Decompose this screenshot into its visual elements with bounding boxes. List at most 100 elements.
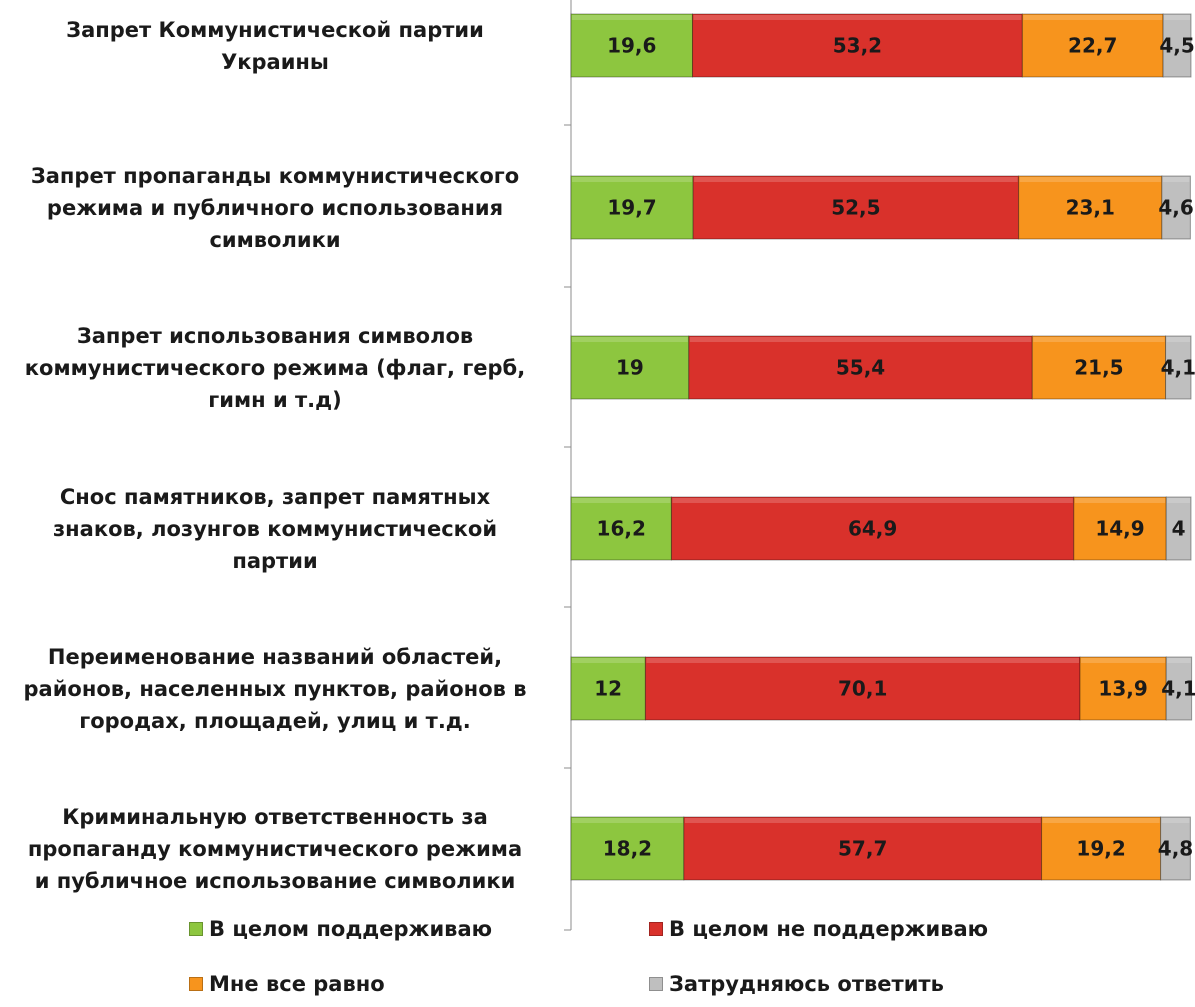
bar-segment <box>570 175 694 240</box>
bar-segment <box>1162 13 1192 78</box>
category-label-line: Переименование названий областей, <box>47 644 503 669</box>
category-label-line: знаков, лозунгов коммунистической <box>52 516 498 541</box>
bar-highlight <box>1074 498 1166 503</box>
bar-highlight <box>1019 177 1161 182</box>
bar-highlight <box>1042 818 1160 823</box>
data-label: 12 <box>594 677 622 701</box>
category-label: Запрет пропаганды коммунистического режим… <box>0 160 550 256</box>
bar-highlight <box>646 658 1080 663</box>
data-labels: 19,6 53,2 22,7 4,5 19,7 52,5 23,1 4,6 19 55,4 21,5… <box>594 34 1195 861</box>
bar-highlight <box>572 498 671 503</box>
data-label: 23,1 <box>1066 196 1115 220</box>
legend-swatch-support <box>189 922 203 936</box>
category-label-line: Запрет пропаганды коммунистического <box>30 163 520 188</box>
data-label: 52,5 <box>831 196 880 220</box>
bar-highlight <box>572 658 645 663</box>
category-label-line: городах, площадей, улиц и т.д. <box>79 708 471 733</box>
bar-highlight <box>684 818 1041 823</box>
legend-item-undecided: Затрудняюсь ответить <box>649 972 944 996</box>
bar-segment <box>1073 496 1167 561</box>
bar-highlight <box>1167 498 1190 503</box>
bar-highlight <box>572 818 683 823</box>
bar-highlight <box>1081 658 1166 663</box>
legend-item-oppose: В целом не поддерживаю <box>649 917 988 941</box>
legend-label-undecided: Затрудняюсь ответить <box>669 972 944 996</box>
legend-item-support: В целом поддерживаю <box>189 917 492 941</box>
data-label: 13,9 <box>1098 677 1147 701</box>
legend-item-indifferent: Мне все равно <box>189 972 385 996</box>
category-label-line: символики <box>209 227 341 252</box>
category-label-line: пропаганду коммунистического режима <box>27 836 523 861</box>
legend-swatch-undecided <box>649 977 663 991</box>
bar-highlight <box>572 15 692 20</box>
legend-label-indifferent: Мне все равно <box>209 972 385 996</box>
bar-segment <box>692 175 1020 240</box>
bar-segment <box>1041 816 1162 881</box>
legend-swatch-oppose <box>649 922 663 936</box>
data-label: 53,2 <box>833 34 882 58</box>
category-label-line: режима и публичного использования <box>46 195 504 220</box>
bar-segment <box>1021 13 1164 78</box>
bar-highlight <box>1164 15 1190 20</box>
bar-segment <box>570 656 646 721</box>
data-label: 21,5 <box>1074 356 1123 380</box>
data-label: 4,1 <box>1161 677 1195 701</box>
bar-segment <box>570 335 690 400</box>
bar-segment <box>688 335 1033 400</box>
bar-highlight <box>693 15 1022 20</box>
category-label-line: партии <box>232 548 318 573</box>
data-label: 57,7 <box>838 837 887 861</box>
bar-segment <box>1165 496 1192 561</box>
category-label-line: Запрет Коммунистической партии <box>66 17 484 42</box>
bar-highlight <box>694 177 1018 182</box>
category-label-line: Криминальную ответственность за <box>62 804 488 829</box>
bar-highlight <box>689 337 1032 342</box>
data-label: 64,9 <box>848 517 897 541</box>
bar-segment <box>670 496 1075 561</box>
data-label: 4,5 <box>1159 34 1194 58</box>
bar-segment <box>570 816 685 881</box>
data-label: 4,1 <box>1161 356 1195 380</box>
bar-highlight <box>1166 337 1190 342</box>
bar-highlight <box>1167 658 1191 663</box>
bar-highlight <box>1162 177 1190 182</box>
data-label: 19,2 <box>1076 837 1125 861</box>
bar-highlight <box>1161 818 1190 823</box>
data-label: 19,6 <box>607 34 656 58</box>
bar-highlight <box>572 337 688 342</box>
category-label: Запрет Коммунистической партии Украины <box>0 14 550 78</box>
bar-highlight <box>1023 15 1163 20</box>
category-label: Запрет использования символов коммунистич… <box>0 320 550 416</box>
bar-segment <box>1160 816 1191 881</box>
data-label: 4,8 <box>1158 837 1193 861</box>
category-label-line: гимн и т.д) <box>208 387 342 412</box>
bar-highlight <box>572 177 693 182</box>
bar-segment <box>1018 175 1163 240</box>
data-label: 16,2 <box>597 517 646 541</box>
category-label-line: районов, населенных пунктов, районов в <box>23 676 527 701</box>
bar-segment <box>1165 335 1192 400</box>
data-label: 19 <box>616 356 644 380</box>
bar-segment <box>683 816 1043 881</box>
axis <box>564 0 572 931</box>
data-label: 55,4 <box>836 356 885 380</box>
bar-segment <box>1165 656 1193 721</box>
category-label-line: Снос памятников, запрет памятных <box>59 484 491 509</box>
category-label-line: и публичное использование символики <box>34 868 516 893</box>
bar-segment <box>644 656 1081 721</box>
data-label: 14,9 <box>1095 517 1144 541</box>
category-label-line: Украины <box>221 49 329 74</box>
category-label-line: коммунистического режима (флаг, герб, <box>24 355 526 380</box>
bar-segment <box>1079 656 1167 721</box>
bar-segment <box>692 13 1023 78</box>
data-label: 70,1 <box>838 677 887 701</box>
bar-highlight <box>1033 337 1165 342</box>
category-label: Снос памятников, запрет памятных знаков, … <box>0 481 550 577</box>
data-label: 4,6 <box>1158 196 1193 220</box>
legend-swatch-indifferent <box>189 977 203 991</box>
category-label: Переименование названий областей, районов… <box>0 641 550 737</box>
bar-segment <box>570 13 694 78</box>
category-label: Криминальную ответственность за пропаганд… <box>0 801 550 897</box>
bar-segment <box>1161 175 1191 240</box>
